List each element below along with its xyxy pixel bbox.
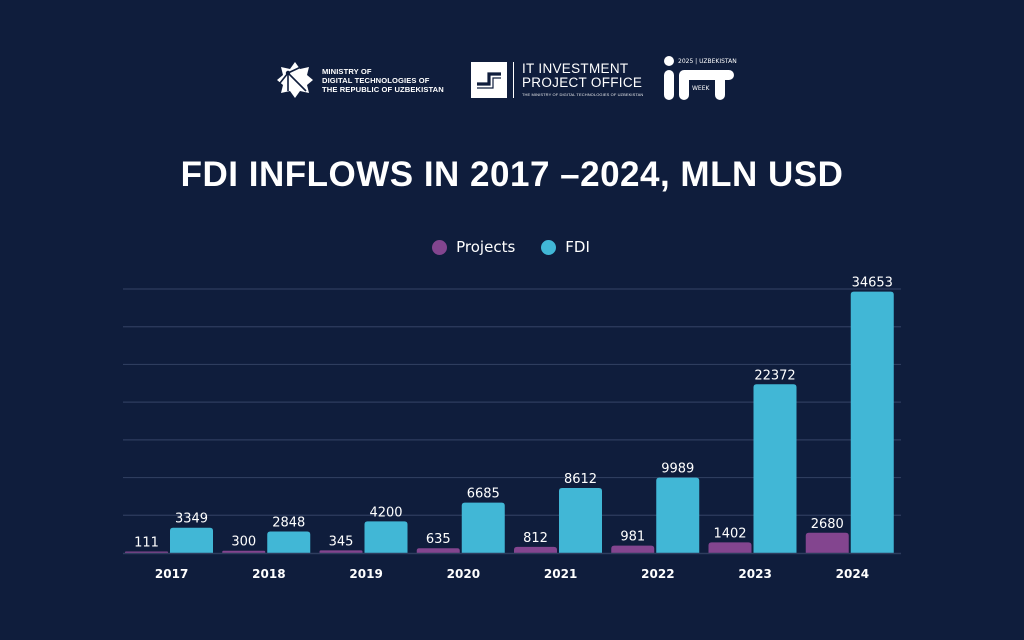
chart-legend: Projects FDI (0, 238, 1024, 256)
itpo-subtitle: THE MINISTRY OF DIGITAL TECHNOLOGIES OF … (522, 92, 644, 97)
data-label-fdi-2022: 9989 (661, 462, 694, 477)
x-tick-label: 2023 (738, 567, 771, 581)
data-label-fdi-2018: 2848 (272, 516, 305, 531)
x-tick-label: 2024 (836, 567, 869, 581)
legend-swatch-fdi (541, 239, 557, 255)
data-label-projects-2018: 300 (231, 535, 256, 550)
data-label-fdi-2024: 34653 (852, 276, 893, 291)
x-tick-label: 2022 (641, 567, 674, 581)
ict-week-top-text: 2025 | UZBEKISTAN (678, 58, 737, 65)
data-label-projects-2020: 635 (426, 532, 451, 547)
itpo-logo: IT INVESTMENT PROJECT OFFICE THE MINISTR… (471, 54, 643, 106)
data-label-fdi-2023: 22372 (754, 368, 795, 383)
bar-fdi-2019 (364, 521, 408, 553)
itpo-mark-icon (471, 62, 507, 98)
legend-item-fdi: FDI (541, 238, 590, 256)
ministry-name-line: MINISTRY OF (322, 66, 372, 76)
ministry-name-line: THE REPUBLIC OF UZBEKISTAN (322, 84, 444, 94)
itpo-separator (513, 62, 514, 98)
ict-week-mid-text: WEEK (692, 85, 711, 92)
data-label-projects-2022: 981 (620, 530, 645, 545)
bar-fdi-2020 (461, 502, 505, 553)
data-label-projects-2019: 345 (329, 534, 354, 549)
data-label-fdi-2017: 3349 (175, 512, 208, 527)
x-tick-label: 2020 (447, 567, 480, 581)
itpo-line2: PROJECT OFFICE (522, 75, 643, 90)
ministry-star-icon (277, 62, 313, 98)
bar-projects-2024 (805, 532, 849, 553)
bar-fdi-2017 (170, 527, 213, 553)
ministry-logo: MINISTRY OF DIGITAL TECHNOLOGIES OF THE … (276, 54, 444, 106)
bar-fdi-2023 (753, 384, 797, 553)
bar-projects-2018 (222, 550, 266, 553)
bar-fdi-2022 (656, 477, 700, 553)
chart-title: FDI INFLOWS IN 2017 –2024, MLN USD (180, 155, 844, 194)
bar-projects-2019 (319, 550, 363, 553)
legend-item-projects: Projects (432, 238, 515, 256)
bar-projects-2022 (611, 545, 655, 553)
x-tick-label: 2019 (349, 567, 382, 581)
bar-fdi-2024 (850, 291, 894, 553)
ministry-name-line: DIGITAL TECHNOLOGIES OF (322, 75, 430, 85)
data-label-fdi-2021: 8612 (564, 472, 597, 487)
legend-label-projects: Projects (456, 238, 516, 256)
x-tick-label: 2021 (544, 567, 577, 581)
ict-week-icon: 2025 | UZBEKISTAN WEEK (664, 56, 737, 100)
logo-bar: MINISTRY OF DIGITAL TECHNOLOGIES OF THE … (0, 54, 1024, 106)
x-tick-label: 2018 (252, 567, 285, 581)
bar-fdi-2018 (267, 531, 311, 553)
data-label-projects-2023: 1402 (713, 526, 746, 541)
bar-projects-2021 (514, 546, 557, 553)
x-tick-label: 2017 (155, 567, 188, 581)
data-label-fdi-2020: 6685 (467, 487, 500, 502)
bar-projects-2017 (125, 551, 168, 553)
data-label-fdi-2019: 4200 (369, 505, 402, 520)
legend-label-fdi: FDI (565, 238, 590, 256)
itpo-line1: IT INVESTMENT (522, 61, 629, 76)
data-label-projects-2017: 111 (134, 536, 159, 551)
data-label-projects-2024: 2680 (811, 517, 844, 532)
bar-projects-2020 (416, 548, 460, 553)
bar-projects-2023 (708, 542, 752, 553)
ict-week-logo: 2025 | UZBEKISTAN WEEK (662, 54, 738, 106)
legend-swatch-projects (432, 239, 448, 255)
data-label-projects-2021: 812 (523, 531, 548, 546)
bar-fdi-2021 (559, 488, 602, 553)
